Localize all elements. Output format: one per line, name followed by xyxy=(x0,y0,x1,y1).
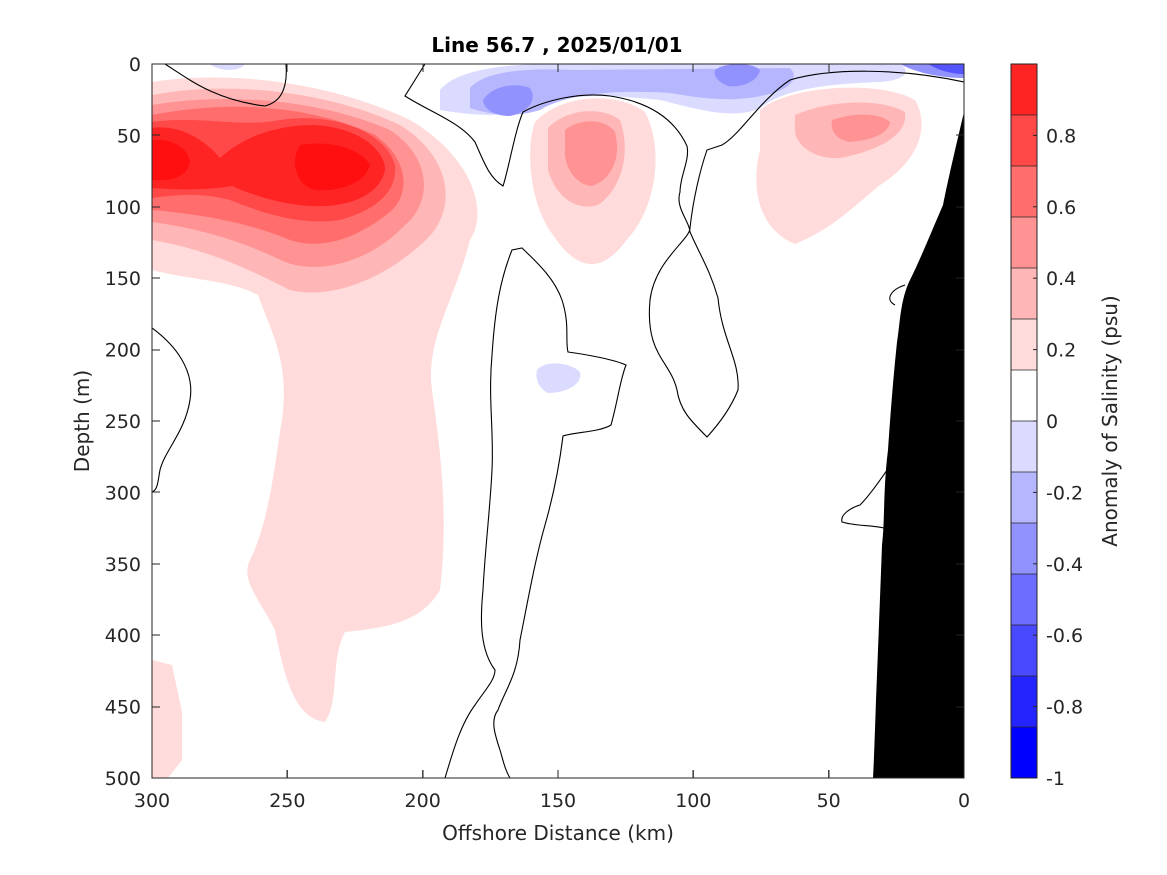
anomaly-region-neg-0.3 xyxy=(714,64,760,87)
x-tick-label: 50 xyxy=(817,790,841,812)
anomaly-region-0.3 xyxy=(831,114,890,142)
anomaly-region-0.3 xyxy=(564,121,618,186)
zero-contour-line xyxy=(444,247,627,778)
colorbar-tick-label: 0.2 xyxy=(1046,340,1076,362)
colorbar-tick-label: 0 xyxy=(1046,411,1058,433)
colorbar-tick-label: -0.8 xyxy=(1046,697,1083,719)
y-tick-label: 400 xyxy=(105,625,141,647)
colorbar-tick-label: -0.6 xyxy=(1046,625,1083,647)
anomaly-region-neg-0.3 xyxy=(483,85,533,116)
x-tick-label: 0 xyxy=(958,790,970,812)
y-tick-label: 500 xyxy=(105,768,141,790)
colorbar-swatch xyxy=(1011,625,1037,676)
y-axis-title: Depth (m) xyxy=(70,370,94,472)
zero-contour-line xyxy=(889,284,906,306)
colorbar-swatch xyxy=(1011,421,1037,472)
chart-title: Line 56.7 , 2025/01/01 xyxy=(431,33,682,57)
anomaly-region-neg-0.1 xyxy=(210,64,245,70)
y-axis: 0 50 100 150 200 250 300 350 400 450 500 xyxy=(105,54,141,790)
anomaly-region-neg-0.1 xyxy=(536,363,581,393)
anomaly-core xyxy=(152,139,190,181)
colorbar-swatch xyxy=(1011,676,1037,727)
y-tick-label: 450 xyxy=(105,697,141,719)
zero-contour-line xyxy=(841,465,891,529)
bathymetry-mask xyxy=(873,112,964,778)
anomaly-region-neg-0.5 xyxy=(928,64,964,74)
y-tick-label: 0 xyxy=(129,54,141,76)
colorbar-swatch xyxy=(1011,217,1037,268)
colorbar-swatch xyxy=(1011,166,1037,217)
colorbar-tick-label: -0.2 xyxy=(1046,482,1083,504)
colorbar-tick-label: -0.4 xyxy=(1046,554,1083,576)
plot-area xyxy=(152,64,964,778)
colorbar-swatch xyxy=(1011,472,1037,523)
x-tick-label: 300 xyxy=(134,790,170,812)
colorbar-swatch xyxy=(1011,574,1037,625)
zero-contour-line xyxy=(404,64,964,438)
colorbar-swatch xyxy=(1011,523,1037,574)
y-tick-label: 150 xyxy=(105,268,141,290)
x-axis-title: Offshore Distance (km) xyxy=(442,821,674,845)
y-tick-label: 100 xyxy=(105,197,141,219)
colorbar-tick-label: 0.8 xyxy=(1046,125,1076,147)
zero-contour-line xyxy=(164,64,287,107)
x-tick-label: 200 xyxy=(405,790,441,812)
colorbar-swatch xyxy=(1011,268,1037,319)
y-tick-label: 200 xyxy=(105,340,141,362)
colorbar-swatch xyxy=(1011,370,1037,421)
colorbar-title: Anomaly of Salinity (psu) xyxy=(1098,295,1122,546)
y-tick-label: 250 xyxy=(105,411,141,433)
anomaly-region-neg-0.2 xyxy=(470,68,794,115)
colorbar-swatch xyxy=(1011,115,1037,166)
colorbar-tick-label: 0.4 xyxy=(1046,268,1076,290)
y-tick-label: 350 xyxy=(105,554,141,576)
x-axis: 300 250 200 150 100 50 0 xyxy=(134,770,970,812)
colorbar: -1 -0.8 -0.6 -0.4 -0.2 0 0.2 0.4 0.6 0.8 xyxy=(1010,63,1083,790)
y-tick-label: 50 xyxy=(117,125,141,147)
x-tick-label: 100 xyxy=(675,790,711,812)
y-tick-label: 300 xyxy=(105,482,141,504)
colorbar-tick-label: -1 xyxy=(1046,768,1065,790)
zero-contour-line xyxy=(152,327,192,493)
colorbar-swatch xyxy=(1011,319,1037,370)
colorbar-swatch xyxy=(1011,64,1037,115)
anomaly-region-0.1 xyxy=(152,660,182,778)
x-tick-label: 150 xyxy=(540,790,576,812)
x-tick-label: 250 xyxy=(269,790,305,812)
colorbar-swatch xyxy=(1011,727,1037,778)
anomaly-core xyxy=(295,143,370,191)
colorbar-tick-label: 0.6 xyxy=(1046,197,1076,219)
